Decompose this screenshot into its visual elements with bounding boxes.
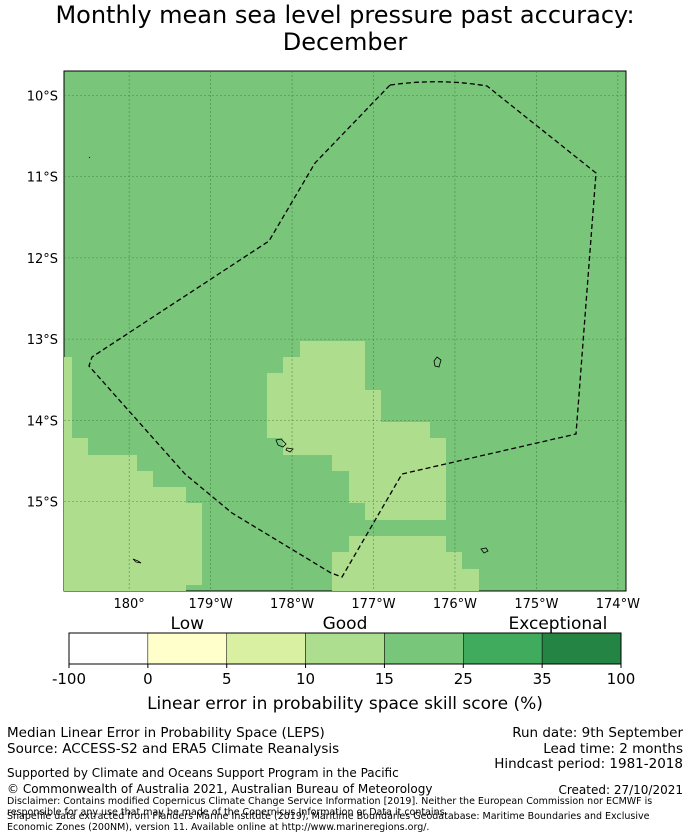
colorbar-cell	[147, 632, 227, 665]
shapefile-text: Shapefile data extracted from Flanders M…	[7, 811, 650, 833]
colorbar-tick-label: 35	[533, 670, 552, 688]
colorbar-category: Exceptional	[509, 614, 608, 634]
lat-label: 12°S	[27, 252, 58, 267]
gridlines	[64, 71, 626, 591]
created-text: Created: 27/10/2021	[558, 783, 683, 797]
island-2	[275, 438, 287, 448]
colorbar-category: Low	[171, 614, 205, 634]
colorbar-category: Good	[323, 614, 368, 634]
colorbar-cells	[68, 632, 622, 665]
patch-west	[64, 357, 202, 591]
run-date-text: Run date: 9th September	[512, 725, 683, 741]
map-figure: 10°S11°S12°S13°S14°S15°S 180° 179°W 178°W 1…	[27, 70, 640, 714]
colorbar-frame	[68, 632, 622, 665]
lat-label: 14°S	[27, 414, 58, 429]
colorbar-label: Linear error in probability space skill …	[147, 694, 543, 714]
colorbar-cell	[463, 632, 543, 665]
island-1	[433, 356, 442, 368]
lat-label: 15°S	[27, 496, 58, 511]
lon-label: 178°W	[270, 597, 314, 612]
island-outlines	[88, 156, 489, 564]
colorbar-cell	[68, 632, 149, 665]
method-text: Median Linear Error in Probability Space…	[7, 725, 325, 741]
disclaimer-text: Disclaimer: Contains modified Copernicus…	[7, 796, 653, 818]
map-title: Monthly mean sea level pressure past acc…	[0, 2, 690, 56]
island-6	[88, 156, 91, 159]
colorbar-tick-label: 10	[296, 670, 315, 688]
support-text: Supported by Climate and Oceans Support …	[7, 766, 399, 780]
lat-label: 10°S	[27, 89, 58, 104]
longitude-labels: 180° 179°W 178°W 177°W 176°W 175°W 174°W	[113, 597, 640, 612]
title-line-2: December	[282, 28, 408, 56]
lon-label: 180°	[113, 597, 144, 612]
colorbar-categories: Low Good Exceptional	[171, 614, 608, 634]
title-line-1: Monthly mean sea level pressure past acc…	[55, 1, 635, 29]
eez-boundary	[88, 81, 597, 578]
lon-label: 174°W	[596, 597, 640, 612]
lon-label: 177°W	[351, 597, 395, 612]
colorbar-tick-label: -100	[52, 670, 86, 688]
colorbar-cell	[226, 632, 306, 665]
lead-time-text: Lead time: 2 months	[543, 741, 683, 757]
colorbar-cell	[384, 632, 464, 665]
island-3	[285, 447, 294, 453]
colorbar-tick-label: 0	[143, 670, 153, 688]
colorbar: Low Good Exceptional -100 0 5 10 15 25 35 100 Lin…	[52, 614, 635, 714]
colorbar-tick-label: 100	[607, 670, 636, 688]
hindcast-text: Hindcast period: 1981-2018	[494, 756, 683, 772]
skill-patches	[64, 341, 479, 591]
colorbar-tick-label: 25	[454, 670, 473, 688]
colorbar-tick-label: 15	[375, 670, 394, 688]
island-4	[480, 547, 489, 554]
colorbar-cell	[305, 632, 385, 665]
patch-central	[267, 341, 446, 520]
lat-label: 11°S	[27, 171, 58, 186]
lon-label: 179°W	[189, 597, 233, 612]
colorbar-ticks: -100 0 5 10 15 25 35 100	[52, 664, 635, 688]
lon-label: 175°W	[514, 597, 558, 612]
source-text: Source: ACCESS-S2 and ERA5 Climate Reana…	[7, 741, 340, 757]
latitude-labels: 10°S 11°S 12°S 13°S 14°S 15°S	[27, 89, 58, 510]
colorbar-tick-label: 5	[222, 670, 232, 688]
island-5	[132, 558, 142, 564]
lat-label: 13°S	[27, 333, 58, 348]
lon-label: 176°W	[433, 597, 477, 612]
copyright-text: © Commonwealth of Australia 2021, Austra…	[7, 782, 433, 796]
patch-south	[332, 536, 479, 591]
colorbar-cell	[541, 632, 622, 665]
